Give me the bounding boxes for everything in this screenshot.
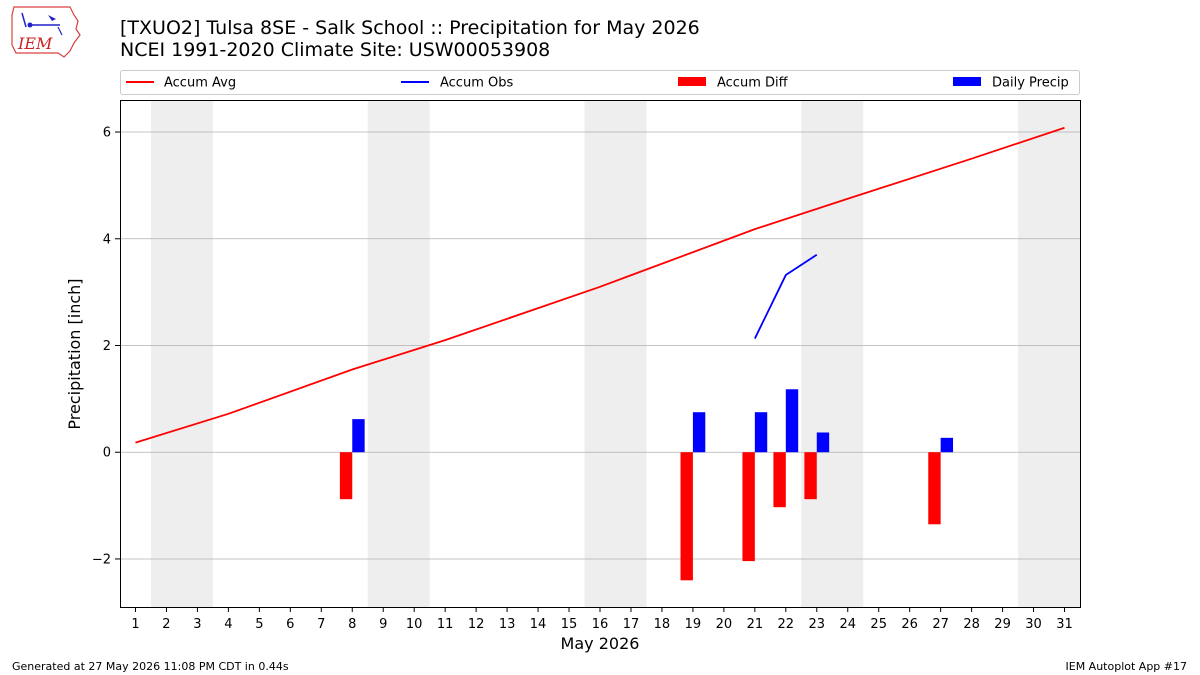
x-tick-label: 28	[963, 617, 980, 632]
bar-daily-precip	[754, 412, 768, 453]
x-tick-label: 18	[654, 617, 671, 632]
x-tick-label: 27	[932, 617, 949, 632]
x-tick-label: 5	[255, 617, 263, 632]
x-tick-label: 19	[685, 617, 702, 632]
legend-accum-diff-swatch	[678, 77, 706, 86]
y-axis-label: Precipitation [inch]	[65, 278, 84, 429]
y-axis: −2 0 2 4 6	[92, 126, 120, 567]
logo-text: IEM	[17, 34, 53, 53]
x-tick-label: 29	[994, 617, 1011, 632]
weekend-band	[1018, 100, 1080, 607]
x-tick-label: 11	[437, 617, 454, 632]
x-axis: 1 2 3 4 5 6 7 8 9 10 11 12 13 14 15 16 17 18 19 20 21 22 23 24 2…	[131, 607, 1073, 632]
bar-daily-precip	[692, 412, 706, 453]
bar-accum-diff	[339, 452, 353, 500]
x-tick-label: 14	[530, 617, 547, 632]
bar-accum-diff	[804, 452, 817, 500]
y-tick-label: 2	[103, 339, 111, 354]
y-tick-label: 4	[103, 232, 111, 247]
grid-lines	[120, 131, 1080, 560]
x-tick-label: 30	[1025, 617, 1042, 632]
x-axis-label: May 2026	[561, 634, 640, 653]
chart-title-line-2: NCEI 1991-2020 Climate Site: USW00053908	[120, 39, 551, 61]
bar-daily-precip	[352, 419, 365, 453]
bars	[339, 389, 954, 581]
bar-daily-precip	[785, 389, 799, 453]
x-tick-label: 16	[592, 617, 609, 632]
x-tick-label: 2	[162, 617, 170, 632]
x-tick-label: 31	[1056, 617, 1073, 632]
weekend-bands	[150, 100, 1080, 607]
x-tick-label: 13	[499, 617, 516, 632]
x-tick-label: 23	[809, 617, 826, 632]
legend-daily-precip-label: Daily Precip	[992, 76, 1069, 91]
footer-generated-text: Generated at 27 May 2026 11:08 PM CDT in…	[12, 660, 289, 673]
bar-accum-diff	[773, 452, 786, 508]
x-tick-label: 8	[348, 617, 356, 632]
x-tick-label: 3	[193, 617, 201, 632]
iem-logo-icon: IEM	[11, 6, 81, 58]
x-tick-label: 4	[224, 617, 232, 632]
bar-daily-precip	[940, 437, 954, 453]
x-tick-label: 7	[317, 617, 325, 632]
bar-accum-diff	[680, 452, 693, 581]
line-accum-avg	[135, 126, 1065, 444]
lines	[135, 126, 1065, 444]
footer-app-text: IEM Autoplot App #17	[1065, 660, 1188, 673]
x-tick-label: 22	[778, 617, 795, 632]
x-tick-label: 6	[286, 617, 294, 632]
line-accum-obs	[754, 254, 818, 339]
y-tick-label: −2	[92, 552, 111, 567]
weekend-band	[584, 100, 647, 607]
y-tick-label: 0	[103, 446, 111, 461]
bar-accum-diff	[928, 452, 941, 525]
legend-accum-avg-label: Accum Avg	[164, 76, 236, 91]
x-tick-label: 9	[379, 617, 387, 632]
legend-box	[120, 70, 1080, 95]
weekend-band	[150, 100, 213, 607]
x-tick-label: 10	[406, 617, 423, 632]
x-tick-label: 20	[716, 617, 733, 632]
x-tick-label: 15	[561, 617, 578, 632]
legend: Accum Avg Accum Obs Accum Diff Daily Pre…	[120, 70, 1080, 95]
y-tick-label: 6	[103, 126, 111, 141]
x-tick-label: 12	[468, 617, 485, 632]
bar-accum-diff	[742, 452, 755, 562]
chart-title-line-1: [TXUO2] Tulsa 8SE - Salk School :: Preci…	[120, 17, 700, 39]
legend-daily-precip-swatch	[953, 77, 981, 86]
weekend-band	[367, 100, 430, 607]
x-tick-label: 26	[901, 617, 918, 632]
x-tick-label: 25	[870, 617, 887, 632]
legend-accum-obs-label: Accum Obs	[440, 76, 513, 91]
x-tick-label: 17	[623, 617, 640, 632]
x-tick-label: 1	[131, 617, 139, 632]
x-tick-label: 21	[747, 617, 764, 632]
bar-daily-precip	[816, 432, 830, 453]
legend-accum-diff-label: Accum Diff	[717, 76, 789, 91]
x-tick-label: 24	[839, 617, 856, 632]
weekend-band	[801, 100, 864, 607]
